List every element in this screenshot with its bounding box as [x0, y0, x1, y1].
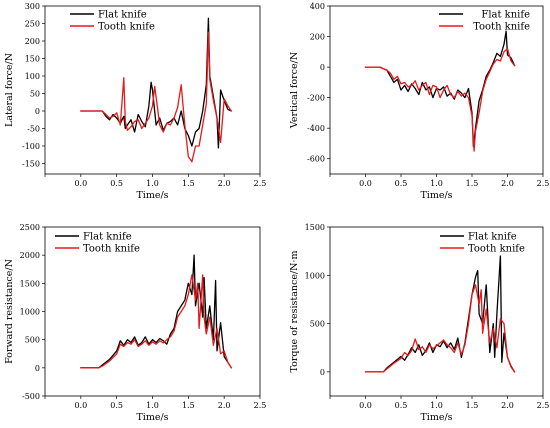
y-tick-label: -150 [22, 160, 40, 169]
x-tick-label: 1.0 [146, 179, 159, 188]
x-tick-label: 1.5 [466, 401, 479, 410]
y-tick-label: 500 [310, 320, 325, 329]
x-tick-label: 1.0 [146, 401, 159, 410]
x-tick-label: 2.0 [501, 179, 514, 188]
legend-label: Flat knife [83, 232, 132, 243]
y-tick-label: 2000 [20, 251, 40, 260]
y-tick-label: 200 [25, 37, 40, 46]
y-tick-label: 500 [25, 336, 40, 345]
x-tick-label: 1.0 [430, 179, 443, 188]
x-axis-label: Time/s [420, 190, 452, 201]
y-tick-label: 1500 [20, 279, 40, 288]
y-tick-label: 400 [310, 2, 325, 11]
chart-panel-1: 0.0 0.5 1.0 1.5 2.0 2.5 -150 -100 -50 0 50 100 150 20… [4, 2, 266, 201]
y-axis-label: Vertical force/N [289, 52, 300, 129]
y-axis-label: Forward resistance/N [4, 259, 15, 364]
y-tick-label: -100 [22, 142, 40, 151]
plot-frame [44, 226, 261, 397]
legend-label: Flat knife [481, 10, 530, 21]
x-tick-label: 2.0 [218, 401, 231, 410]
x-tick-label: 2.5 [254, 179, 267, 188]
y-tick-label: 150 [25, 55, 40, 64]
y-tick-label: 300 [25, 2, 40, 11]
series-line-flat-knife [364, 30, 516, 148]
x-tick-label: 2.5 [254, 401, 267, 410]
y-tick-label: 0 [320, 368, 325, 377]
y-tick-label: 0 [35, 107, 40, 116]
y-tick-label: -200 [307, 94, 325, 103]
x-tick-label: 0.5 [110, 179, 123, 188]
x-tick-label: 1.0 [430, 401, 443, 410]
x-tick-label: 0.5 [395, 179, 408, 188]
x-tick-label: 1.5 [182, 401, 195, 410]
y-axis-label: Lateral force/N [4, 53, 15, 127]
x-tick-label: 0.5 [110, 401, 123, 410]
x-tick-label: 0.0 [359, 401, 372, 410]
x-tick-label: 0.0 [359, 179, 372, 188]
y-tick-label: 50 [30, 90, 40, 99]
y-tick-label: 0 [35, 364, 40, 373]
x-tick-label: 2.5 [537, 179, 550, 188]
series-line-tooth-knife [364, 48, 516, 152]
legend-label: Tooth knife [83, 244, 140, 255]
series-line-tooth-knife [80, 274, 232, 369]
x-tick-label: 2.0 [218, 179, 231, 188]
x-axis-label: Time/s [420, 412, 452, 423]
x-tick-label: 0.0 [74, 179, 87, 188]
chart-panel-2: 0.0 0.5 1.0 1.5 2.0 2.5 -600 -400 -200 0 200 400 Tim… [289, 2, 549, 201]
y-tick-label: 1000 [305, 271, 325, 280]
x-tick-label: 2.5 [537, 401, 550, 410]
y-tick-label: 250 [25, 20, 40, 29]
y-tick-label: 1000 [20, 308, 40, 317]
x-axis-label: Time/s [136, 190, 168, 201]
series-line-tooth-knife [80, 31, 232, 163]
series-line-tooth-knife [364, 284, 516, 373]
x-tick-label: 1.5 [182, 179, 195, 188]
legend-label: Tooth knife [468, 244, 525, 255]
y-tick-label: -500 [22, 392, 40, 401]
series-line-flat-knife [364, 255, 516, 373]
x-tick-label: 0.0 [74, 401, 87, 410]
y-tick-label: 2500 [20, 223, 40, 232]
legend-label: Tooth knife [473, 22, 530, 33]
legend-label: Flat knife [468, 232, 517, 243]
chart-panel-4: 0.0 0.5 1.0 1.5 2.0 2.5 0 500 1000 1500 Time/s Torq… [289, 223, 549, 423]
legend-label: Flat knife [98, 10, 147, 21]
legend-label: Tooth knife [98, 22, 155, 33]
y-tick-label: -50 [27, 125, 40, 134]
y-tick-label: 100 [25, 72, 40, 81]
x-axis-label: Time/s [136, 412, 168, 423]
y-tick-label: -400 [307, 124, 325, 133]
y-tick-label: -600 [307, 155, 325, 164]
y-tick-label: 200 [310, 33, 325, 42]
y-tick-label: 1500 [305, 223, 325, 232]
chart-panel-3: 0.0 0.5 1.0 1.5 2.0 2.5 -500 0 500 1000 1500 2000 25… [4, 223, 266, 423]
y-axis-label: Torque of resistance/N·m [289, 251, 300, 373]
y-tick-label: 0 [320, 63, 325, 72]
x-tick-label: 1.5 [466, 179, 479, 188]
x-tick-label: 0.5 [395, 401, 408, 410]
x-tick-label: 2.0 [501, 401, 514, 410]
series-line-flat-knife [80, 254, 232, 369]
